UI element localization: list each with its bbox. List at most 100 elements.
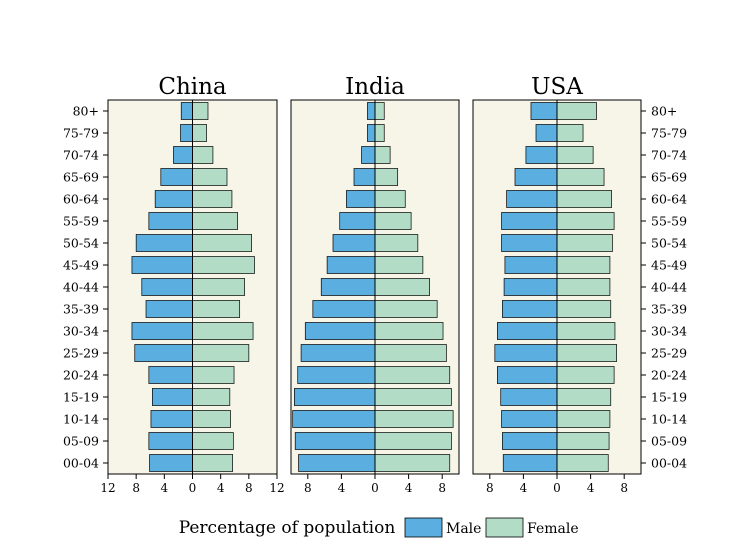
bar-female-20-24 (556, 366, 615, 384)
age-label-left: 15-19 (63, 390, 99, 405)
x-tick-label: 0 (553, 481, 561, 495)
x-tick-label: 0 (371, 481, 379, 495)
age-label-right: 70-74 (651, 148, 687, 163)
bar-female-70-74 (556, 146, 594, 164)
bar-male-20-24 (148, 366, 193, 384)
legend-swatch-female (485, 517, 524, 538)
age-label-left: 30-34 (63, 324, 99, 339)
bar-female-80+ (556, 102, 597, 120)
bar-female-55-59 (192, 212, 238, 230)
bar-male-65-69 (514, 168, 558, 186)
x-tick-label: 4 (161, 481, 169, 495)
x-tick-label: 4 (587, 481, 595, 495)
bar-male-70-74 (525, 146, 558, 164)
x-tick-label: 4 (520, 481, 528, 495)
bar-male-65-69 (353, 168, 376, 186)
bar-female-30-34 (374, 322, 444, 340)
bar-female-75-79 (374, 124, 385, 142)
bar-male-00-04 (298, 454, 376, 472)
bar-male-55-59 (501, 212, 558, 230)
bar-male-10-14 (150, 410, 193, 428)
bar-female-70-74 (374, 146, 391, 164)
bar-female-45-49 (192, 256, 255, 274)
bar-female-35-39 (374, 300, 438, 318)
bar-female-25-29 (374, 344, 447, 362)
bar-male-25-29 (300, 344, 376, 362)
bar-female-20-24 (192, 366, 235, 384)
age-axis-left: 00-04 05-09 10-14 15-19 20-24 25-29 30-34 35-39… (63, 104, 108, 471)
bar-male-35-39 (145, 300, 193, 318)
age-label-right: 75-79 (651, 126, 687, 141)
bar-male-00-04 (502, 454, 558, 472)
age-label-left: 00-04 (63, 456, 99, 471)
panel-china: China 12 8 4 0 4 8 12 (100, 74, 284, 495)
bar-male-15-19 (294, 388, 376, 406)
bar-male-20-24 (497, 366, 558, 384)
panel-title: China (158, 74, 227, 100)
bar-male-75-79 (180, 124, 193, 142)
bar-male-80+ (367, 102, 376, 120)
panel-title: USA (531, 74, 583, 100)
age-label-right: 05-09 (651, 434, 687, 449)
bar-male-10-14 (501, 410, 558, 428)
bar-female-80+ (374, 102, 385, 120)
bar-male-15-19 (500, 388, 558, 406)
bar-female-30-34 (192, 322, 254, 340)
bar-female-55-59 (374, 212, 412, 230)
age-label-left: 65-69 (63, 170, 99, 185)
bar-male-55-59 (339, 212, 376, 230)
bar-male-35-39 (502, 300, 558, 318)
bar-female-50-54 (192, 234, 253, 252)
bar-male-70-74 (173, 146, 193, 164)
age-label-right: 65-69 (651, 170, 687, 185)
legend: Male Female (404, 517, 579, 538)
bar-male-80+ (180, 102, 193, 120)
bar-female-75-79 (556, 124, 584, 142)
bar-female-10-14 (192, 410, 231, 428)
bar-male-60-64 (346, 190, 376, 208)
x-tick-label: 4 (405, 481, 413, 495)
x-tick-label: 8 (438, 481, 446, 495)
bar-male-25-29 (494, 344, 558, 362)
age-label-left: 75-79 (63, 126, 99, 141)
bar-male-45-49 (131, 256, 193, 274)
bar-female-00-04 (192, 454, 233, 472)
x-tick-label: 8 (486, 481, 494, 495)
age-label-right: 15-19 (651, 390, 687, 405)
legend-swatch-male (404, 517, 443, 538)
panel-usa: USA 8 4 0 4 8 (472, 74, 642, 495)
panel-india: India 8 4 0 4 8 (290, 74, 460, 495)
bar-male-05-09 (148, 432, 193, 450)
age-label-left: 60-64 (63, 192, 99, 207)
bar-male-40-44 (320, 278, 376, 296)
bar-female-40-44 (192, 278, 245, 296)
bar-male-50-54 (135, 234, 193, 252)
bar-female-65-69 (556, 168, 605, 186)
bar-female-60-64 (192, 190, 233, 208)
bar-female-35-39 (556, 300, 612, 318)
age-label-left: 45-49 (63, 258, 99, 273)
bar-female-25-29 (192, 344, 250, 362)
bar-female-20-24 (374, 366, 451, 384)
age-axis-right: 00-04 05-09 10-14 15-19 20-24 25-29 30-34 35-39… (641, 104, 687, 471)
age-label-left: 50-54 (63, 236, 99, 251)
age-label-left: 70-74 (63, 148, 99, 163)
age-label-left: 10-14 (63, 412, 99, 427)
bar-male-80+ (530, 102, 558, 120)
age-label-right: 60-64 (651, 192, 687, 207)
bar-male-10-14 (292, 410, 376, 428)
age-label-right: 40-44 (651, 280, 687, 295)
bar-female-15-19 (192, 388, 231, 406)
bar-female-65-69 (192, 168, 228, 186)
bar-male-00-04 (149, 454, 193, 472)
legend-label-female: Female (527, 521, 579, 537)
legend-label-male: Male (446, 521, 481, 537)
x-tick-label: 4 (338, 481, 346, 495)
bar-female-05-09 (192, 432, 234, 450)
bar-male-60-64 (154, 190, 193, 208)
age-label-left: 55-59 (63, 214, 99, 229)
age-label-left: 25-29 (63, 346, 99, 361)
bar-male-75-79 (367, 124, 376, 142)
bar-male-05-09 (502, 432, 558, 450)
